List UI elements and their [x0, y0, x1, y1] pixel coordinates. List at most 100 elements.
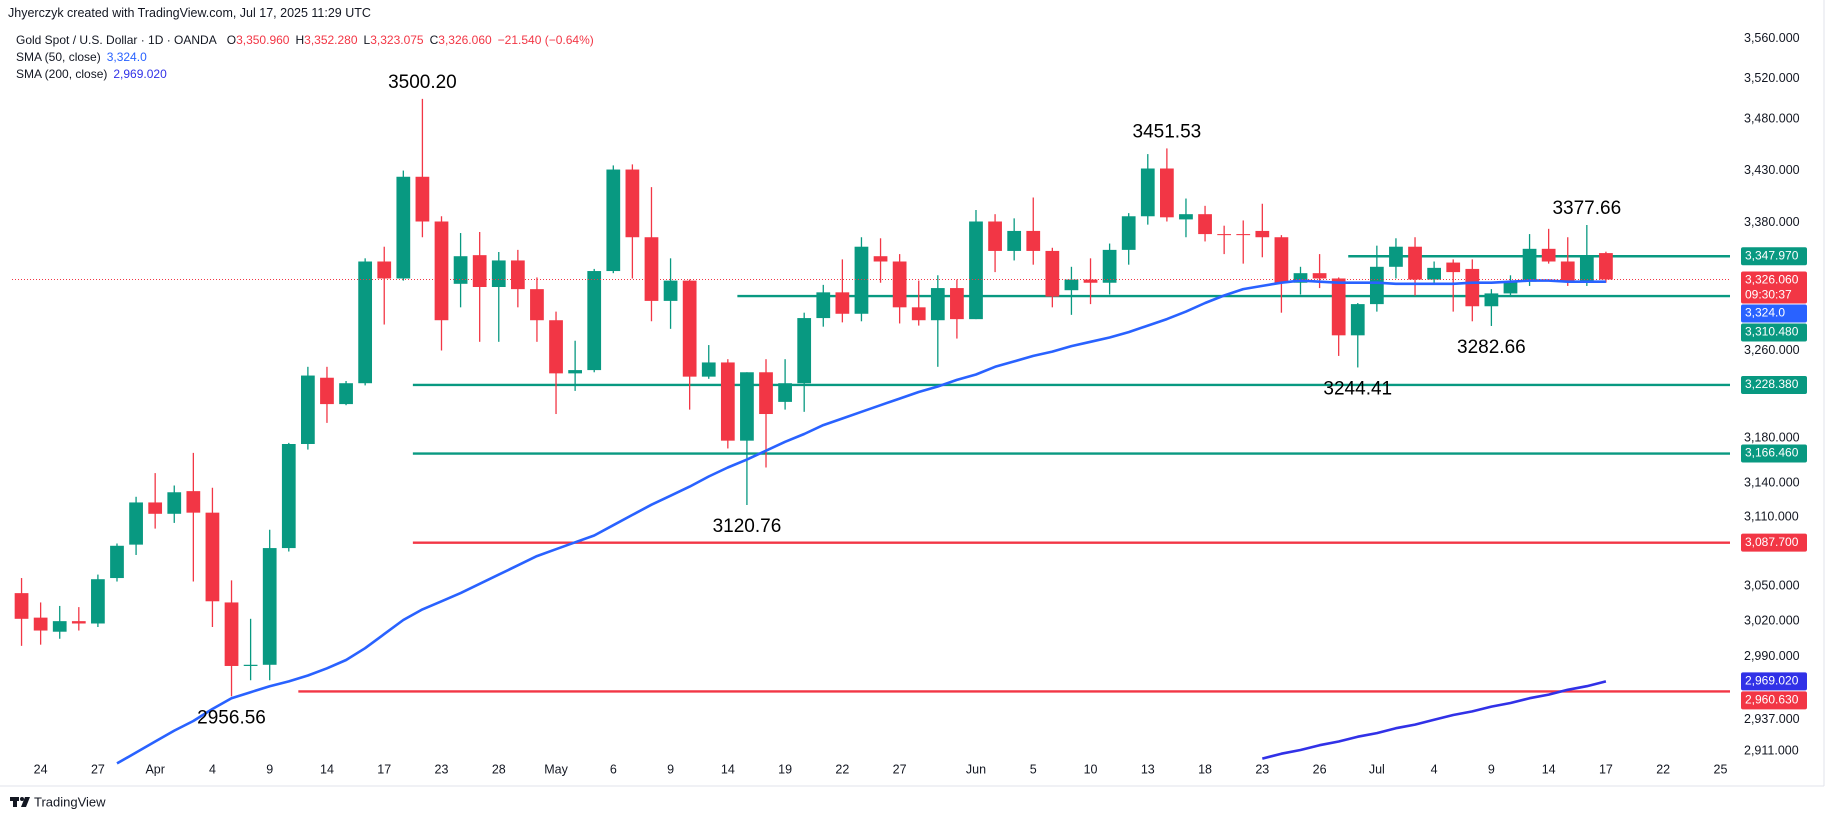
sma-line [1261, 680, 1607, 760]
candle-body [415, 176, 430, 222]
footer-logo [10, 797, 30, 807]
x-tick-label: 9 [667, 762, 674, 776]
x-tick-label: May [544, 762, 568, 776]
ohlc-key: O [227, 33, 236, 47]
candle-body [720, 362, 735, 441]
candle-body [186, 491, 201, 513]
candle-body [129, 502, 143, 545]
x-tick-label: 13 [1141, 762, 1155, 776]
candle-body [530, 289, 544, 321]
candle-body [854, 246, 869, 314]
x-tick-label: 17 [1599, 762, 1613, 776]
legend-sma: SMA (200, close) 2,969.020 [16, 67, 167, 81]
candle-body [148, 502, 163, 514]
y-tick-label: 3,050.000 [1744, 578, 1800, 592]
candle-body [224, 602, 239, 666]
candle-body [91, 579, 105, 624]
candle-body [835, 292, 850, 314]
candle-body [549, 320, 563, 374]
candle-body [1083, 279, 1098, 283]
x-tick-label: 25 [1714, 762, 1728, 776]
x-tick-label: 23 [435, 762, 449, 776]
x-tick-label: 27 [893, 762, 907, 776]
candle-body [1121, 216, 1136, 250]
candle-body [1179, 214, 1193, 220]
y-tick-label: 3,520.000 [1744, 71, 1800, 85]
change: −21.540 (−0.64%) [498, 33, 594, 47]
annotation: 3244.41 [1323, 378, 1392, 399]
price-label: 3,310.480 [1745, 325, 1799, 339]
legend-sma: SMA (50, close) 3,324.0 [16, 50, 147, 64]
candle-body [1217, 234, 1232, 236]
candle-body [892, 261, 907, 308]
y-tick-label: 2,990.000 [1744, 649, 1800, 663]
candle-body [1331, 278, 1346, 336]
candle-body [301, 375, 315, 444]
x-tick-label: 26 [1313, 762, 1327, 776]
candle-body [1599, 253, 1613, 280]
annotation: 3120.76 [713, 516, 782, 537]
candle-body [759, 372, 773, 415]
candle-body [1579, 257, 1594, 282]
x-tick-label: Jul [1369, 762, 1385, 776]
candle-body [1522, 248, 1537, 282]
candle-body [1198, 214, 1212, 235]
annotation: 3451.53 [1133, 121, 1202, 142]
candle-body [663, 280, 678, 301]
candle-body [1312, 273, 1327, 279]
candle-body [969, 221, 983, 320]
y-tick-label: 3,380.000 [1744, 215, 1800, 229]
candle-body [1503, 281, 1518, 294]
annotation: 3377.66 [1552, 198, 1621, 219]
candle-body [434, 221, 449, 321]
candle-body [930, 288, 945, 321]
candle-body [625, 169, 640, 238]
y-tick-label: 2,937.000 [1744, 712, 1800, 726]
candle-body [1389, 246, 1403, 267]
price-label: 3,326.060 [1745, 273, 1799, 287]
candle-body [816, 292, 831, 319]
candle-body [1026, 230, 1041, 251]
annotation: 2956.56 [197, 707, 266, 728]
x-tick-label: 14 [320, 762, 334, 776]
candle-body [1255, 230, 1270, 238]
candle-body [797, 318, 812, 384]
legend-symbol: Gold Spot / U.S. Dollar · 1D · OANDA O3,3… [16, 33, 594, 47]
legend-name: SMA (50, close) [16, 50, 101, 64]
x-tick-label: 5 [1030, 762, 1037, 776]
candle-body [1408, 246, 1422, 280]
candle-body [1007, 230, 1022, 251]
candle-body [1236, 234, 1251, 236]
x-tick-label: 22 [835, 762, 849, 776]
candle-body [377, 261, 392, 279]
price-label-box [1741, 533, 1807, 552]
x-tick-label: 28 [492, 762, 506, 776]
candle-body [33, 617, 48, 631]
ohlc-value: 3,352.280 [304, 33, 358, 47]
candle-body [110, 545, 124, 579]
x-tick-label: 19 [778, 762, 792, 776]
price-label: 3,166.460 [1745, 446, 1799, 460]
price-label-box [1741, 271, 1807, 304]
candle-body [167, 492, 182, 514]
candle-body [243, 664, 258, 666]
x-tick-label: 17 [377, 762, 391, 776]
x-tick-label: 22 [1656, 762, 1670, 776]
legend-value: 2,969.020 [113, 67, 167, 81]
legend-value: 3,324.0 [107, 50, 147, 64]
price-label-box [1741, 304, 1807, 323]
footer-brand: TradingView [34, 794, 106, 809]
candle-body [1541, 248, 1556, 262]
x-tick-label: 6 [610, 762, 617, 776]
candle-body [339, 383, 353, 405]
sma-line [116, 279, 1606, 765]
candle-body [320, 377, 334, 405]
candle-body [1064, 279, 1079, 291]
x-tick-label: 14 [1542, 762, 1556, 776]
candle-body [358, 261, 373, 384]
candle-body [1560, 261, 1575, 282]
candle-body [682, 280, 697, 377]
logo-part [21, 797, 30, 807]
y-tick-label: 3,140.000 [1744, 476, 1800, 490]
